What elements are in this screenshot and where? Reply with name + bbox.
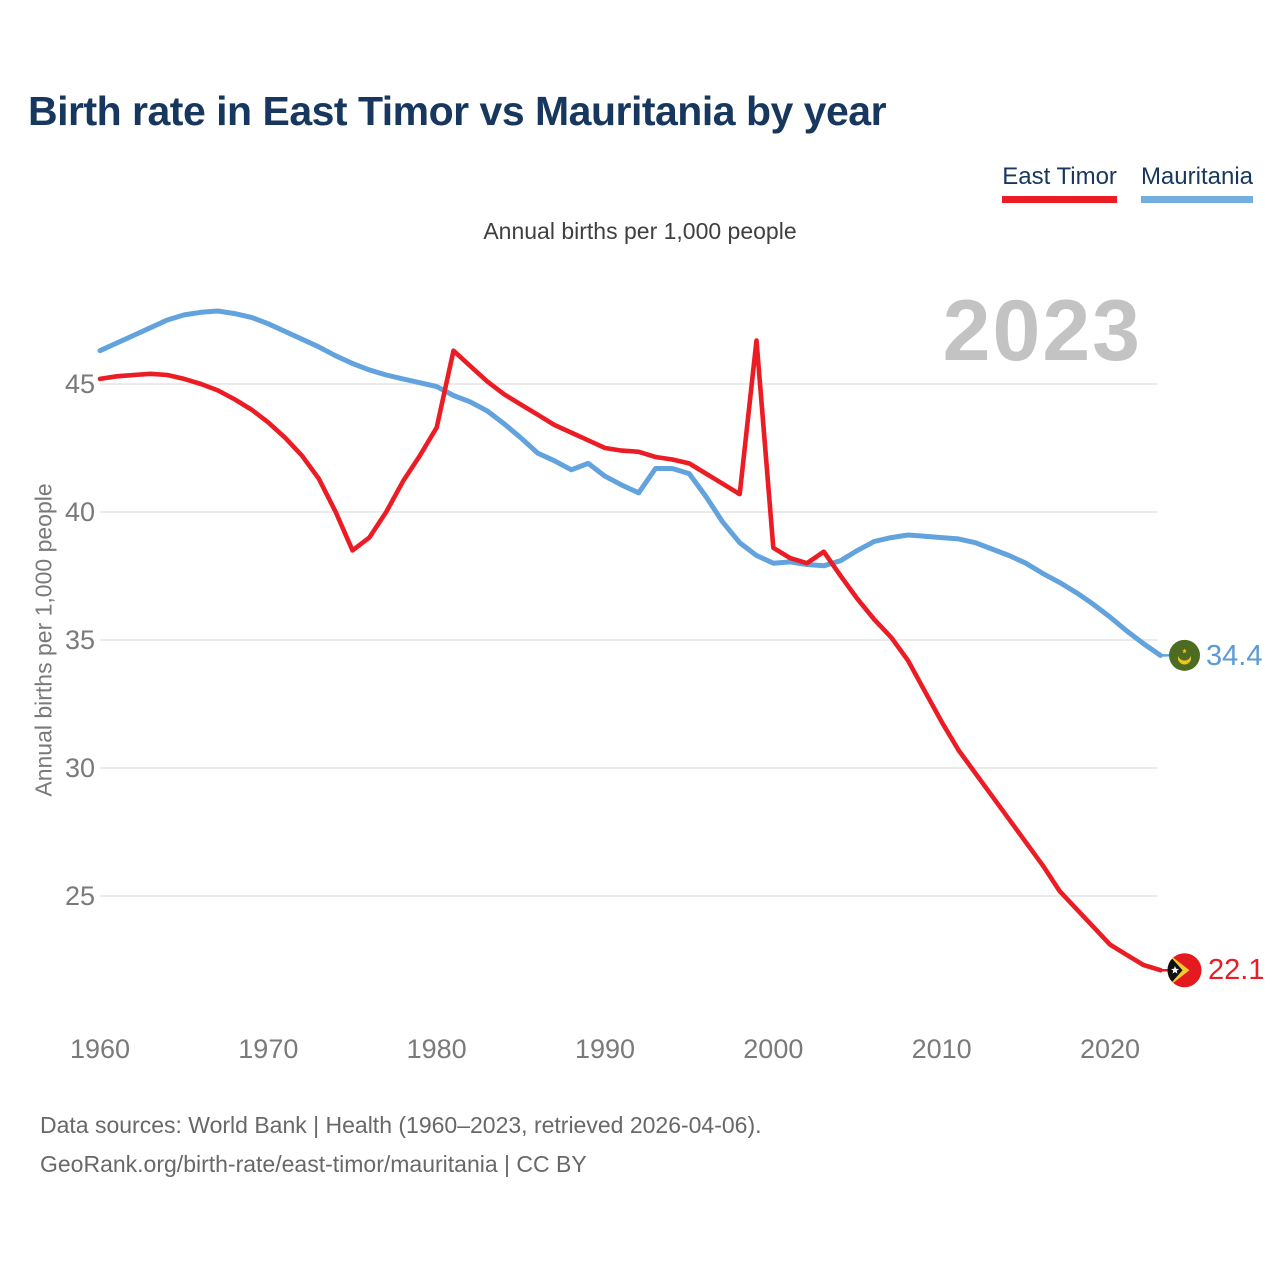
y-axis-title: Annual births per 1,000 people — [30, 483, 57, 797]
y-tick-label: 40 — [65, 497, 95, 527]
y-tick-label: 45 — [65, 369, 95, 399]
mauritania-flag-icon — [1169, 639, 1200, 671]
x-tick-label: 1980 — [407, 1034, 467, 1064]
x-tick-label: 1990 — [575, 1034, 635, 1064]
flag-star — [1182, 648, 1187, 654]
legend-item-mauritania[interactable]: Mauritania — [1140, 163, 1253, 203]
east-timor-flag-icon — [1167, 953, 1202, 988]
legend-item-east-timor[interactable]: East Timor — [1002, 163, 1117, 203]
x-tick-label: 2010 — [912, 1034, 972, 1064]
year-watermark: 2023 — [942, 283, 1142, 379]
x-tick-label: 1970 — [238, 1034, 298, 1064]
line-east-timor — [97, 338, 1163, 973]
crescent-mask — [1177, 647, 1192, 661]
y-tick-label: 30 — [65, 753, 95, 783]
flag-star — [1171, 966, 1179, 974]
line-mauritania — [97, 308, 1163, 658]
x-tick-label: 2000 — [743, 1034, 803, 1064]
footer: Data sources: World Bank | Health (1960–… — [40, 1106, 762, 1184]
footer-data-sources: Data sources: World Bank | Health (1960–… — [40, 1112, 762, 1138]
y-tick-label: 35 — [65, 625, 95, 655]
y-tick-label: 25 — [65, 881, 95, 911]
x-tick-label: 2020 — [1080, 1034, 1140, 1064]
x-tick-label: 1960 — [70, 1034, 130, 1064]
end-value-mauritania: 34.4 — [1206, 640, 1263, 672]
chart-subtitle: Annual births per 1,000 people — [483, 218, 797, 244]
page-title: Birth rate in East Timor vs Mauritania b… — [28, 88, 887, 134]
footer-attribution: GeoRank.org/birth-rate/east-timor/maurit… — [40, 1151, 587, 1177]
legend: East Timor Mauritania — [1002, 163, 1253, 203]
end-value-east-timor: 22.1 — [1208, 954, 1265, 986]
